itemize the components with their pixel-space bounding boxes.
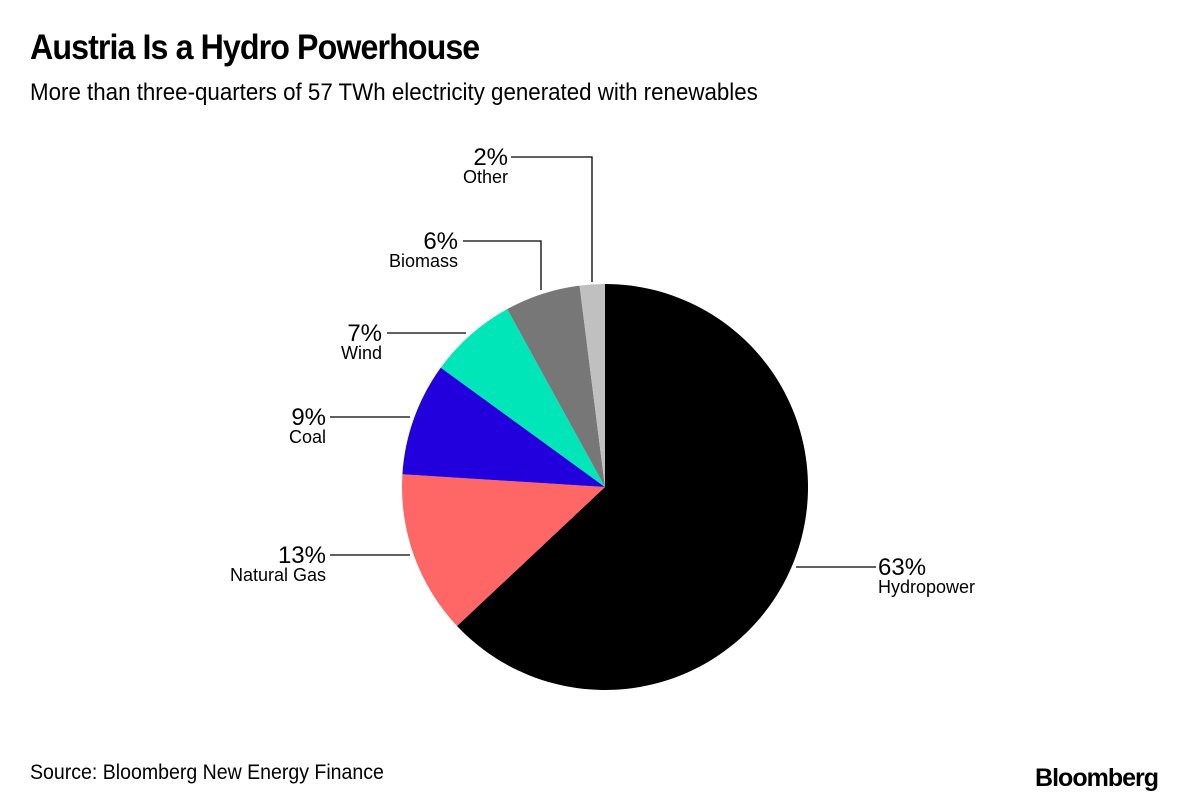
gas-percent: 13% [278, 542, 326, 569]
other-percent: 2% [473, 144, 508, 171]
pie-slice-hydropower [457, 284, 809, 690]
source-note: Source: Bloomberg New Energy Finance [30, 761, 384, 784]
pie-slices [402, 284, 809, 690]
wind-label: Wind [341, 343, 382, 363]
other-label: Other [463, 167, 508, 187]
hydro-percent: 63% [878, 554, 926, 581]
bloomberg-logo: Bloomberg [1035, 764, 1159, 792]
gas-label: Natural Gas [230, 565, 326, 585]
pie-slice-coal [402, 367, 605, 487]
leader-line-biomass [463, 240, 542, 290]
pie-slice-natural-gas [402, 474, 605, 626]
pie-slice-other [579, 284, 605, 487]
chart-title: Austria Is a Hydro Powerhouse [30, 28, 480, 67]
chart-subtitle: More than three-quarters of 57 TWh elect… [30, 79, 758, 106]
hydro-label: Hydropower [878, 577, 975, 597]
pie-slice-wind [440, 309, 605, 487]
coal-label: Coal [289, 427, 326, 447]
wind-percent: 7% [347, 320, 382, 347]
leader-line-other [511, 156, 593, 282]
pie-slice-biomass [507, 285, 605, 487]
coal-percent: 9% [291, 404, 326, 431]
biomass-percent: 6% [423, 228, 458, 255]
biomass-label: Biomass [389, 251, 458, 271]
leader-lines [330, 156, 876, 568]
